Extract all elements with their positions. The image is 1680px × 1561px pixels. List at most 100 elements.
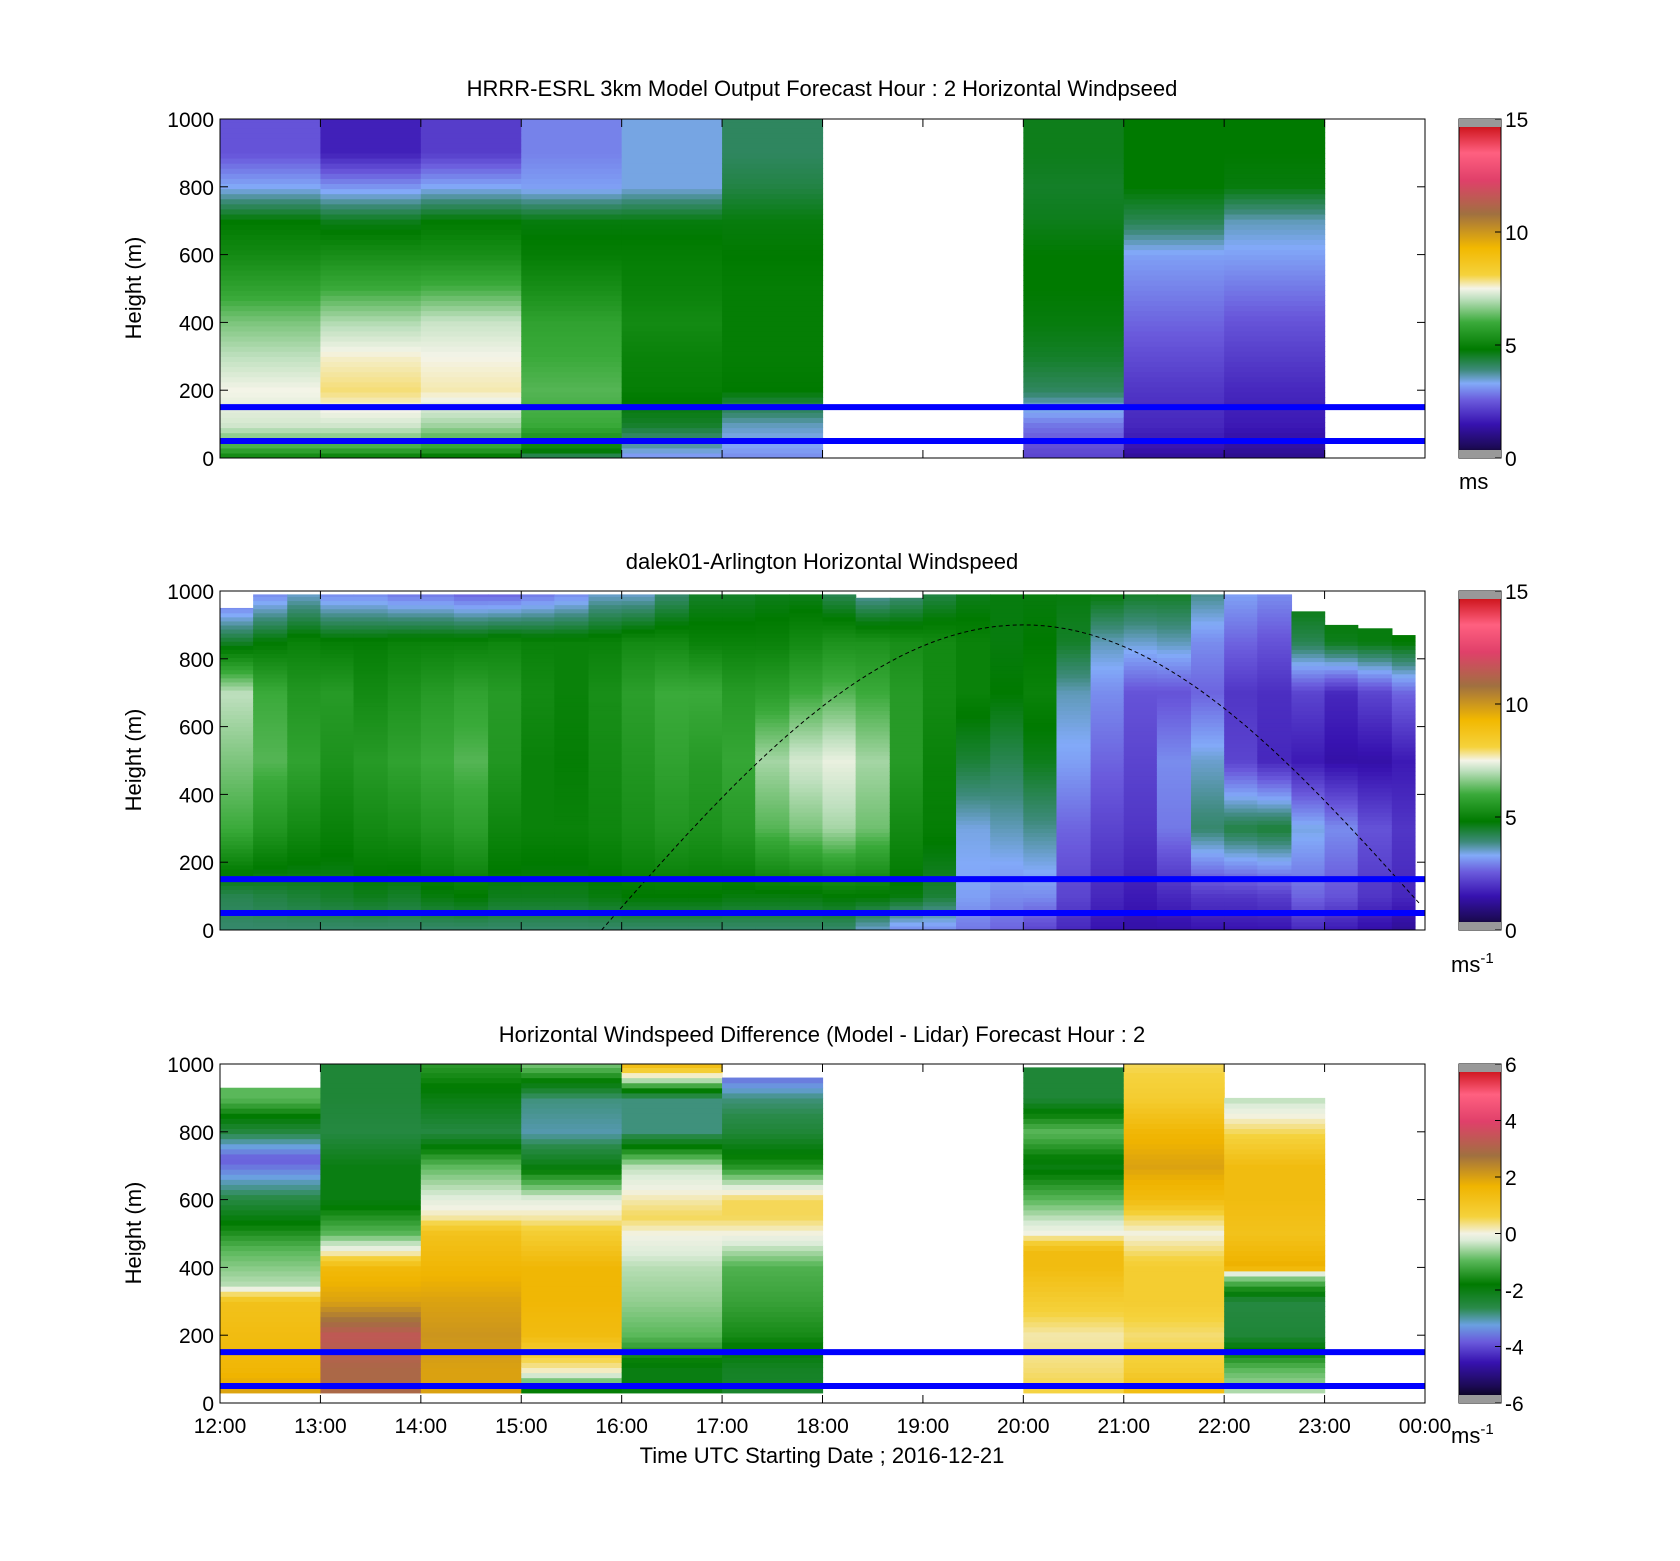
panel-lidar-cell xyxy=(588,812,623,817)
panel-lidar-cell xyxy=(1324,738,1359,744)
panel-lidar-cell xyxy=(889,893,924,899)
panel-lidar-cell xyxy=(287,751,322,756)
panel-lidar-cell xyxy=(588,596,623,602)
panel-lidar-cell xyxy=(722,864,756,870)
panel-lidar-cell xyxy=(855,803,891,809)
panel-lidar-cell xyxy=(1056,848,1092,854)
panel-lidar-cell xyxy=(1156,775,1192,781)
panel-lidar-cell xyxy=(353,649,389,654)
panel-lidar-cell xyxy=(1257,734,1293,740)
panel-lidar-cell xyxy=(488,628,522,634)
panel-difference-cell xyxy=(1224,1169,1326,1175)
panel-lidar-cell xyxy=(1191,730,1225,736)
panel-model-cell xyxy=(521,427,623,434)
panel-lidar-cell xyxy=(353,628,389,634)
panel-lidar-cell xyxy=(1191,848,1225,854)
panel-lidar-cell xyxy=(353,799,389,805)
panel-lidar-cell xyxy=(621,897,656,903)
panel-difference-cell xyxy=(621,1367,723,1374)
panel-lidar-cell xyxy=(420,657,455,663)
panel-lidar-cell xyxy=(855,669,891,675)
panel-lidar-cell xyxy=(1291,763,1326,768)
panel-model-cell xyxy=(1123,203,1225,210)
panel-lidar-cell xyxy=(654,901,690,907)
panel-lidar-cell xyxy=(688,612,723,618)
panel-lidar-cell xyxy=(554,718,590,724)
panel-difference-cell xyxy=(521,1128,623,1135)
panel-lidar-cell xyxy=(253,868,288,874)
panel-lidar-cell xyxy=(688,637,723,642)
panel-lidar-cell xyxy=(287,779,322,785)
panel-lidar-cell xyxy=(588,925,623,930)
panel-lidar-cell xyxy=(521,624,555,630)
panel-lidar-cell xyxy=(889,925,924,930)
panel-lidar-cell xyxy=(320,665,355,671)
panel-lidar-cell xyxy=(420,799,455,805)
panel-model-cell xyxy=(420,168,522,174)
panel-difference-cell xyxy=(420,1108,522,1114)
panel-model-cell xyxy=(521,351,623,357)
panel-model-cell xyxy=(1023,432,1125,439)
panel-difference-cell xyxy=(220,1240,322,1246)
panel-lidar-cell xyxy=(353,677,389,683)
panel-model-cell xyxy=(722,330,824,337)
panel-lidar-cell xyxy=(554,665,590,671)
panel-lidar-cell xyxy=(521,755,555,760)
panel-lidar-cell xyxy=(521,864,555,870)
panel-lidar-cell xyxy=(287,905,322,911)
panel-lidar-cell xyxy=(755,734,790,740)
panel-lidar-cell xyxy=(822,694,857,699)
panel-lidar-cell xyxy=(320,742,355,748)
panel-model-cell xyxy=(621,300,723,307)
panel-lidar-cell xyxy=(1257,913,1293,919)
panel-lidar-cell xyxy=(1257,645,1293,650)
panel-lidar-cell xyxy=(654,889,690,894)
panel-difference-cell xyxy=(1224,1209,1326,1216)
panel-lidar-cell xyxy=(1090,917,1125,923)
panel-lidar-cell xyxy=(588,653,623,659)
panel-lidar-cell xyxy=(1324,828,1359,833)
panel-model-cell xyxy=(1123,163,1225,169)
panel-lidar-cell xyxy=(956,807,991,813)
panel-lidar-cell xyxy=(253,702,288,707)
panel-lidar-cell xyxy=(621,633,656,638)
panel-lidar-cell xyxy=(588,881,623,886)
panel-lidar-column-5 xyxy=(387,594,422,930)
panel-lidar-cell xyxy=(287,681,322,687)
panel-difference-cell xyxy=(1224,1275,1326,1282)
panel-lidar-cell xyxy=(889,820,924,825)
panel-lidar-cell xyxy=(922,718,957,724)
panel-lidar-cell xyxy=(755,608,790,614)
panel-model-cell xyxy=(320,274,422,281)
panel-lidar-column-11 xyxy=(588,594,623,930)
panel-lidar-cell xyxy=(1056,718,1092,724)
panel-lidar-cell xyxy=(1291,746,1326,752)
panel-lidar-cell xyxy=(387,689,422,695)
panel-lidar-cell xyxy=(554,714,590,720)
panel-lidar-cell xyxy=(654,767,690,772)
panel-lidar-cell xyxy=(453,702,489,707)
panel-lidar-cell xyxy=(1391,812,1416,817)
panel-lidar-cell xyxy=(855,787,891,793)
panel-lidar-cell xyxy=(521,616,555,622)
panel-difference-cell xyxy=(521,1138,623,1145)
panel-lidar-cell xyxy=(1224,604,1258,610)
panel-difference-cell xyxy=(420,1077,522,1084)
panel-lidar-cell xyxy=(220,628,254,634)
panel-lidar-cell xyxy=(387,628,422,634)
panel-lidar-cell xyxy=(521,677,555,683)
panel-difference-cell xyxy=(220,1336,322,1343)
panel-lidar-cell xyxy=(889,669,924,675)
panel-difference-cell xyxy=(621,1357,723,1363)
panel-lidar-cell xyxy=(688,860,723,866)
panel-lidar-cell xyxy=(588,889,623,894)
panel-lidar-cell xyxy=(253,824,288,829)
panel-lidar-cell xyxy=(588,799,623,805)
panel-difference-cell xyxy=(320,1097,422,1104)
panel-difference-cell xyxy=(420,1270,522,1277)
panel-lidar-cell xyxy=(588,624,623,630)
panel-lidar-cell xyxy=(654,612,690,618)
panel-lidar-cell xyxy=(1391,897,1416,903)
panel-lidar-cell xyxy=(1123,905,1158,911)
panel-lidar-cell xyxy=(1357,856,1393,862)
